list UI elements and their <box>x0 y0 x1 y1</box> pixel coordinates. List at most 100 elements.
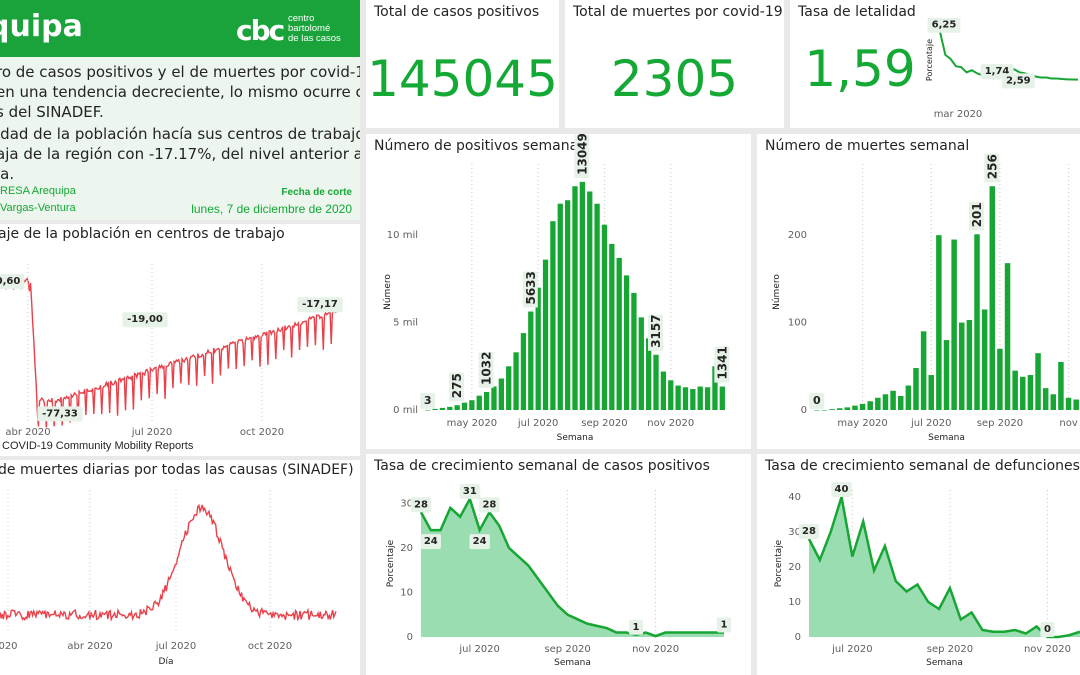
data-label: 5633 <box>524 271 538 304</box>
mobility-caption: COVID-19 Community Mobility Reports <box>2 440 193 452</box>
bar <box>543 260 548 410</box>
kpi-positives-title: Total de casos positivos <box>374 4 539 20</box>
y-axis-label: Porcentaje <box>774 539 784 587</box>
sinadef-chart: 020 abr 2020 jul 2020 oct 2020 Día <box>0 460 360 675</box>
summary-line: ia. <box>0 164 14 184</box>
bar <box>1012 371 1017 410</box>
logo-mark: cbc <box>236 14 283 47</box>
x-tick-label: may 2020 <box>837 418 887 429</box>
kpi-deaths-value: 2305 <box>565 50 784 108</box>
data-label: 0 <box>813 394 821 407</box>
x-tick-label: sep 2020 <box>977 418 1023 429</box>
y-tick-label: 10 <box>788 597 801 608</box>
summary-panel: ro de casos positivos y el de muertes po… <box>0 57 360 220</box>
y-tick-label: 0 mil <box>393 405 418 416</box>
bar <box>906 386 911 410</box>
bar <box>997 349 1002 410</box>
bar <box>898 396 903 410</box>
bar <box>432 409 437 410</box>
bar <box>587 191 592 410</box>
bar <box>1020 377 1025 410</box>
bar <box>491 386 496 410</box>
x-tick-label: sep 2020 <box>544 644 590 655</box>
data-label: 24 <box>424 536 438 547</box>
bar <box>447 407 452 410</box>
x-axis-label: Semana <box>926 658 963 668</box>
kpi-positives-value: 145045 <box>366 50 559 108</box>
data-label: -19,00 <box>127 314 163 325</box>
bar <box>890 391 895 410</box>
bar <box>675 386 680 410</box>
data-label: 1 <box>633 622 640 633</box>
data-label: 275 <box>450 373 464 398</box>
x-tick-label: jul 2020 <box>458 644 500 655</box>
bar <box>521 333 526 410</box>
x-tick-label: oct 2020 <box>240 427 284 438</box>
data-label-group: 13049 <box>574 134 589 178</box>
bar <box>1043 388 1048 410</box>
lethality-chart: Porcentaje mar 2020 6,25 1,742,59 <box>920 18 1080 123</box>
bar <box>528 312 533 410</box>
x-tick-label: jul 2020 <box>131 427 173 438</box>
deaths-growth-card: Tasa de crecimiento semanal de defuncion… <box>757 454 1080 675</box>
data-label: 24 <box>473 536 487 547</box>
y-axis-label: Número <box>772 274 782 310</box>
data-label: 1032 <box>480 352 494 385</box>
bar <box>631 293 636 410</box>
data-label: -17,17 <box>302 299 338 310</box>
bar <box>653 355 658 410</box>
x-tick-label: mar 2020 <box>934 109 983 120</box>
bar <box>558 204 563 410</box>
deaths-growth-chart: 010203040jul 2020 sep 2020 nov 2020SemanaP… <box>757 454 1080 675</box>
bar <box>852 406 857 410</box>
bar <box>668 380 673 410</box>
y-tick-label: 100 <box>788 318 807 329</box>
x-tick-label: jul 2020 <box>517 418 559 429</box>
x-axis-label: Día <box>159 657 174 667</box>
dashboard-header: quipa cbc centro bartolomé de las casos <box>0 0 360 57</box>
bar <box>936 235 941 410</box>
mobility-card: aje de la población en centros de trabaj… <box>0 224 360 456</box>
x-tick-label: nov 2020 <box>632 644 679 655</box>
x-tick-label: jul 2020 <box>910 418 952 429</box>
bar <box>814 410 819 411</box>
bar <box>639 317 644 410</box>
bar <box>1073 400 1078 410</box>
data-label: 28 <box>802 526 816 537</box>
x-tick-label: nov 2020 <box>647 418 694 429</box>
mobility-chart: abr 2020jul 2020oct 20200,60-77,33-19,00… <box>0 224 360 456</box>
bar <box>580 182 585 410</box>
cutoff-label: Fecha de corte <box>281 187 352 198</box>
data-label: 1 <box>721 620 728 631</box>
bar <box>990 186 995 410</box>
data-label-group: 256 <box>984 154 999 183</box>
source-text: RESA Arequipa <box>0 185 76 197</box>
weekly-positives-chart: 0 mil5 mil10 milmay 2020 jul 2020 sep 2020… <box>366 134 751 449</box>
positives-growth-chart: 0102030jul 2020 sep 2020 nov 2020SemanaPor… <box>366 454 751 675</box>
data-label-group: 275 <box>449 373 464 402</box>
bar <box>951 240 956 410</box>
logo-line: de las casos <box>288 34 341 44</box>
area-fill <box>809 497 1080 637</box>
x-tick-label: jul 2020 <box>831 644 873 655</box>
bar <box>944 340 949 410</box>
kpi-deaths-title: Total de muertes por covid-19 <box>573 4 783 20</box>
bar <box>690 389 695 410</box>
weekly-deaths-card: Número de muertes semanal 0 100 200 may 202… <box>757 134 1080 449</box>
bar <box>883 394 888 410</box>
bar <box>822 410 827 411</box>
dashboard-title: quipa <box>0 9 83 44</box>
bar <box>683 387 688 410</box>
bar <box>484 392 489 410</box>
bar <box>974 234 979 410</box>
bar <box>462 403 467 410</box>
sinadef-line <box>0 505 336 620</box>
bar <box>513 352 518 410</box>
data-label: 1341 <box>715 346 729 379</box>
bar <box>829 409 834 410</box>
data-label-group: 1032 <box>479 352 494 388</box>
bar <box>928 375 933 410</box>
bar <box>425 410 430 411</box>
bar <box>572 186 577 410</box>
kpi-lethality-value: 1,59 <box>790 40 930 98</box>
